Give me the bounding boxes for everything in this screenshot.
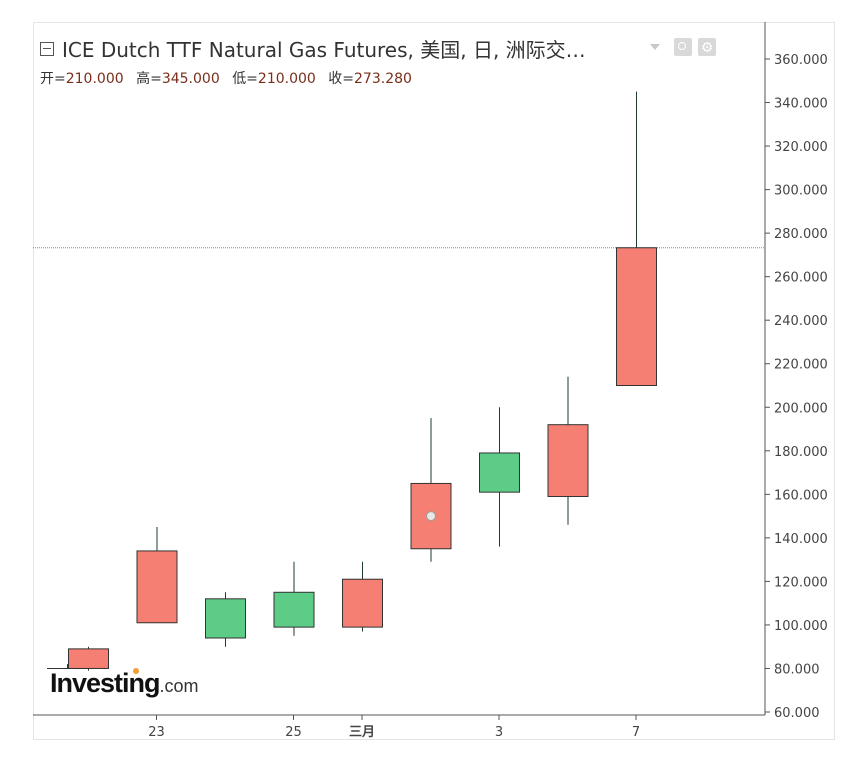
candle[interactable] bbox=[273, 561, 315, 636]
y-tick-label: 180.000 bbox=[774, 445, 828, 460]
collapse-icon[interactable] bbox=[40, 42, 54, 56]
close-value: 273.280 bbox=[354, 71, 412, 87]
y-tick-label: 120.000 bbox=[774, 575, 828, 590]
y-tick-label: 360.000 bbox=[774, 53, 828, 68]
candle-body bbox=[68, 648, 109, 669]
low-label: 低= bbox=[232, 71, 258, 87]
y-tick-label: 100.000 bbox=[774, 619, 828, 634]
high-value: 345.000 bbox=[161, 71, 220, 87]
y-tick-label: 240.000 bbox=[774, 314, 828, 329]
logo-suffix: .com bbox=[159, 676, 199, 696]
investing-logo: Investing.com bbox=[50, 668, 199, 699]
candle[interactable] bbox=[136, 526, 178, 624]
close-label: 收= bbox=[328, 71, 355, 87]
y-tick-label: 200.000 bbox=[774, 401, 828, 416]
y-tick-label: 340.000 bbox=[774, 97, 828, 112]
y-axis: 60.000 80.000 100.000 120.000 140.000 160.000… bbox=[764, 22, 828, 721]
markers bbox=[133, 511, 436, 674]
eye-icon[interactable] bbox=[674, 38, 692, 56]
chart-header: ICE Dutch TTF Natural Gas Futures, 美国, 日… bbox=[40, 34, 586, 63]
y-tick-label: 140.000 bbox=[774, 532, 828, 547]
y-tick-label: 280.000 bbox=[774, 227, 828, 242]
candle-body bbox=[273, 591, 315, 628]
y-tick-label: 220.000 bbox=[774, 358, 828, 373]
event-marker-small[interactable] bbox=[133, 668, 139, 674]
high-label: 高= bbox=[136, 71, 162, 87]
x-tick-label: 三月 bbox=[349, 725, 375, 740]
candle[interactable] bbox=[547, 376, 589, 525]
logo-main: Investing bbox=[50, 668, 161, 698]
candle[interactable] bbox=[410, 418, 452, 562]
event-marker[interactable] bbox=[426, 511, 436, 522]
open-value: 210.000 bbox=[65, 71, 124, 87]
open-label: 开= bbox=[40, 71, 66, 87]
candle-body bbox=[205, 598, 246, 639]
candle[interactable] bbox=[68, 646, 109, 671]
y-tick-label: 160.000 bbox=[774, 488, 828, 503]
ohlc-readout: 开=210.000 高=345.000 低=210.000 收=273.280 bbox=[40, 68, 420, 88]
y-tick-label: 300.000 bbox=[774, 184, 828, 199]
low-value: 210.000 bbox=[257, 71, 316, 87]
candle-body bbox=[479, 452, 520, 493]
x-tick-label: 7 bbox=[632, 725, 640, 740]
candle[interactable] bbox=[479, 407, 520, 547]
gear-icon[interactable]: ⚙ bbox=[698, 38, 716, 56]
y-tick-label: 80.000 bbox=[774, 662, 820, 677]
candle-body bbox=[342, 578, 383, 628]
candles bbox=[47, 91, 657, 671]
y-tick-label: 60.000 bbox=[774, 706, 820, 721]
x-axis: 23 25 三月 3 7 bbox=[33, 714, 765, 740]
x-tick-label: 25 bbox=[285, 725, 302, 740]
y-tick-label: 260.000 bbox=[774, 271, 828, 286]
x-tick-label: 23 bbox=[148, 725, 165, 740]
chevron-down-icon[interactable] bbox=[650, 44, 660, 50]
candle[interactable] bbox=[342, 561, 383, 632]
candle[interactable] bbox=[616, 91, 657, 386]
candle-body bbox=[547, 424, 589, 498]
chart-frame bbox=[33, 22, 835, 740]
candle-body bbox=[616, 247, 657, 386]
chart-title[interactable]: ICE Dutch TTF Natural Gas Futures, 美国, 日… bbox=[62, 38, 586, 62]
candle-body bbox=[136, 550, 178, 624]
x-tick-label: 3 bbox=[495, 725, 503, 740]
candle[interactable] bbox=[205, 592, 246, 647]
y-tick-label: 320.000 bbox=[774, 140, 828, 155]
